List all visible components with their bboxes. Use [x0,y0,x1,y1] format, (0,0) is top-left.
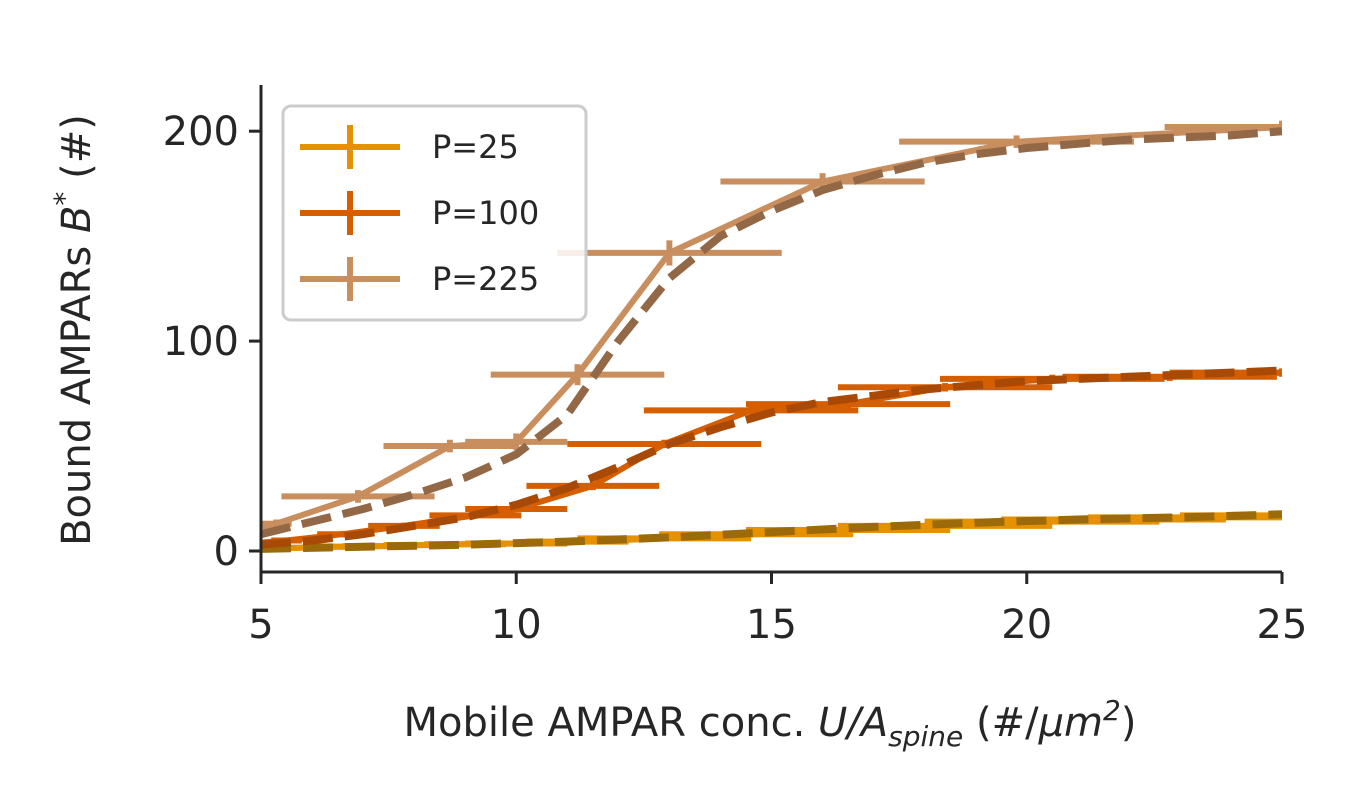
series-2 [261,366,1282,549]
x-tick-label: 5 [248,602,273,648]
fit-line [261,510,1282,553]
x-tick-label: 15 [746,602,797,648]
legend-label: P=100 [432,194,539,232]
y-axis-label-var-b: B [54,206,100,233]
series-3 [261,120,1282,539]
legend-frame [281,104,588,322]
x-axis-label-units-open: (#/ [963,700,1039,746]
y-ticks: 0 100 200 [163,109,261,575]
x-ticks: 5 10 15 20 25 [248,572,1307,648]
x-axis-label-superscript: 2 [1103,694,1121,727]
legend-entry: P=100 [300,191,539,235]
x-tick-label: 25 [1257,602,1308,648]
x-axis-label-mu: μm [1038,700,1103,746]
x-axis-label-var-a: A [858,700,888,746]
x-axis-label-main: Mobile AMPAR conc. [404,700,818,746]
y-axis-label-main: Bound AMPARs [54,233,100,546]
legend-label: P=25 [432,128,519,166]
legend: P=25 P=100 P=225 [281,104,588,322]
x-axis-label: Mobile AMPAR conc. U/Aspine (#/μm2) [404,694,1137,753]
x-axis-label-var-u: U [818,700,847,746]
y-tick-label: 0 [214,529,239,575]
y-axis-label-superscript: * [48,192,81,206]
y-tick-label: 200 [163,109,239,155]
y-tick-label: 100 [163,319,239,365]
series-1 [261,510,1282,553]
legend-label: P=225 [432,260,539,298]
x-axis-label-subscript: spine [888,720,963,753]
y-axis-label: Bound AMPARs B* (#) [48,114,100,546]
legend-entry: P=225 [300,257,539,301]
plot-area [261,120,1282,553]
legend-entry: P=25 [300,125,519,169]
x-tick-label: 20 [1001,602,1052,648]
fit-line [261,127,1282,539]
x-axis-label-units-close: ) [1121,700,1137,746]
fit-line [261,366,1282,549]
x-tick-label: 10 [491,602,542,648]
x-axis-label-slash: / [844,700,865,746]
y-axis-label-units: (#) [54,114,100,191]
